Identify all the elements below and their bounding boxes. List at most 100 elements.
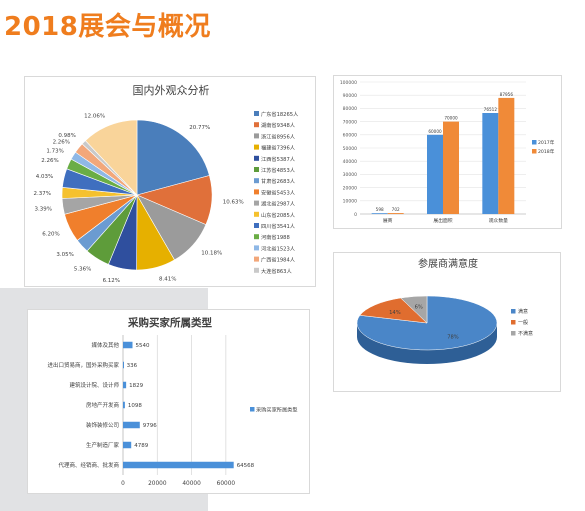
pie-slice: [136, 119, 210, 196]
x-tick-label: 40000: [182, 481, 201, 487]
pie-data-label: 2.26%: [41, 158, 58, 164]
pie-data-label: 3.39%: [35, 207, 52, 213]
pie-data-label: 0.98%: [58, 133, 75, 139]
legend-entry: 不满意: [518, 330, 533, 337]
buyers-bar-chart: 采购买家所属类型 0 20000 40000 60000 5540 媒体及其他 336 进出口贸…: [47, 316, 298, 487]
bar-data-label: 1829: [129, 383, 143, 389]
legend-swatch: [254, 133, 259, 139]
page-title: 2018展会与概况: [4, 12, 211, 42]
bar-data-label: 702: [392, 207, 400, 212]
bar: [123, 381, 127, 389]
x-tick-label: 观众数量: [489, 217, 508, 224]
pie-data-label: 1.73%: [46, 148, 63, 154]
bar: [482, 113, 499, 214]
pie-data-label: 5.36%: [74, 266, 91, 272]
legend-swatch: [254, 144, 259, 150]
y-tick-label: 房地产开发商: [86, 401, 120, 409]
legend-swatch: [254, 122, 259, 128]
y-tick-label: 进出口贸易商，国外采购买家: [47, 361, 119, 369]
legend-swatch: [254, 189, 259, 195]
bar: [123, 401, 125, 409]
x-tick-label: 0: [121, 481, 125, 487]
legend-swatch: [532, 149, 537, 154]
legend-swatch: [254, 267, 259, 273]
pie-data-label: 20.77%: [189, 125, 210, 131]
x-tick-label: 20000: [148, 481, 167, 487]
y-tick-label: 建筑设计院、设计师: [69, 381, 119, 389]
chart-title: 国内外观众分析: [133, 83, 210, 97]
bar-data-label: 64568: [237, 463, 255, 469]
bar: [371, 213, 388, 214]
bar: [498, 97, 515, 214]
y-tick-label: 40000: [343, 159, 357, 165]
y-tick-label: 装饰装修公司: [86, 421, 119, 429]
chart-title: 采购买家所属类型: [127, 316, 212, 329]
legend-swatch: [254, 234, 259, 240]
bar-data-label: 4789: [134, 443, 148, 449]
legend-swatch: [254, 167, 259, 172]
legend-swatch: [254, 245, 259, 251]
legend-swatch: [250, 407, 255, 412]
pie-data-label: 10.18%: [201, 251, 222, 257]
bar-data-label: 76512: [484, 107, 498, 112]
legend-entry: 采购买家所属类型: [256, 406, 298, 414]
legend-entry: 江苏省4853人: [261, 166, 295, 174]
pie-data-label: 3.05%: [56, 252, 73, 258]
legend-swatch: [254, 256, 259, 262]
legend-entry: 江西省5387人: [261, 155, 295, 163]
legend-entry: 一般: [518, 319, 528, 326]
pie-data-label: 14%: [389, 310, 401, 316]
legend-swatch: [254, 211, 259, 217]
pie-data-label: 78%: [447, 334, 459, 340]
legend-swatch: [254, 223, 259, 228]
buyers-bar-panel: 采购买家所属类型 0 20000 40000 60000 5540 媒体及其他 336 进出口贸…: [27, 309, 310, 494]
chart-title: 参展商满意度: [418, 257, 478, 270]
legend-entry: 2017年: [538, 139, 555, 146]
legend-swatch: [254, 178, 259, 184]
pie-data-label: 4.03%: [36, 174, 53, 180]
legend-entry: 甘肃省2683人: [261, 177, 295, 185]
bar: [123, 441, 132, 449]
legend-entry: 广西省1984人: [261, 256, 295, 264]
pie-data-label: 12.06%: [84, 114, 105, 120]
pie-data-label: 6.20%: [42, 231, 59, 237]
legend-entry: 湖南省9348人: [261, 121, 295, 129]
legend-entry: 满意: [518, 308, 528, 315]
legend-entry: 河南省1988: [261, 233, 290, 241]
y-tick-label: 0: [354, 212, 357, 218]
compare-bar-panel: 0 10000 20000 30000 40000 50000 60000 70000 8000…: [333, 75, 562, 229]
x-tick-label: 展出面积: [433, 217, 452, 224]
pie-slice: [359, 297, 428, 324]
bar: [123, 361, 124, 369]
legend-swatch: [511, 320, 516, 325]
audience-pie-panel: 国内外观众分析 20.77% 10.63% 10.18% 8.41% 6.12% 5.36%…: [24, 76, 316, 287]
legend-swatch: [532, 140, 537, 145]
legend-entry: 湖北省2987人: [261, 200, 295, 208]
legend-swatch: [254, 111, 259, 116]
y-tick-label: 100000: [340, 80, 357, 86]
legend-swatch: [254, 155, 259, 161]
y-tick-label: 媒体及其他: [91, 341, 119, 349]
legend-entry: 大连省863人: [261, 267, 292, 275]
x-tick-label: 展商: [383, 217, 393, 224]
bar-data-label: 9796: [143, 423, 157, 429]
pie-data-label: 2.37%: [34, 191, 51, 197]
legend-swatch: [511, 331, 516, 336]
bar: [123, 461, 234, 469]
y-tick-label: 生产制造厂家: [86, 441, 120, 449]
legend-entry: 浙江省8956人: [261, 132, 295, 140]
legend-entry: 山东省2085人: [261, 211, 295, 219]
legend-swatch: [254, 200, 259, 206]
satisfaction-pie-panel: 参展商满意度 78% 14% 6% 满意 一般 不满意: [333, 252, 561, 392]
y-tick-label: 代理商、经销商、批发商: [58, 461, 119, 469]
bar: [123, 421, 140, 429]
x-tick-label: 60000: [217, 481, 236, 487]
y-tick-label: 50000: [343, 146, 357, 152]
legend-entry: 安徽省5453人: [261, 188, 295, 196]
pie-data-label: 8.41%: [159, 277, 176, 283]
y-tick-label: 20000: [343, 185, 357, 191]
y-tick-label: 30000: [343, 172, 357, 178]
pie-data-label: 2.26%: [53, 140, 70, 146]
legend-entry: 广东省18265人: [261, 110, 298, 118]
legend-swatch: [511, 309, 516, 314]
